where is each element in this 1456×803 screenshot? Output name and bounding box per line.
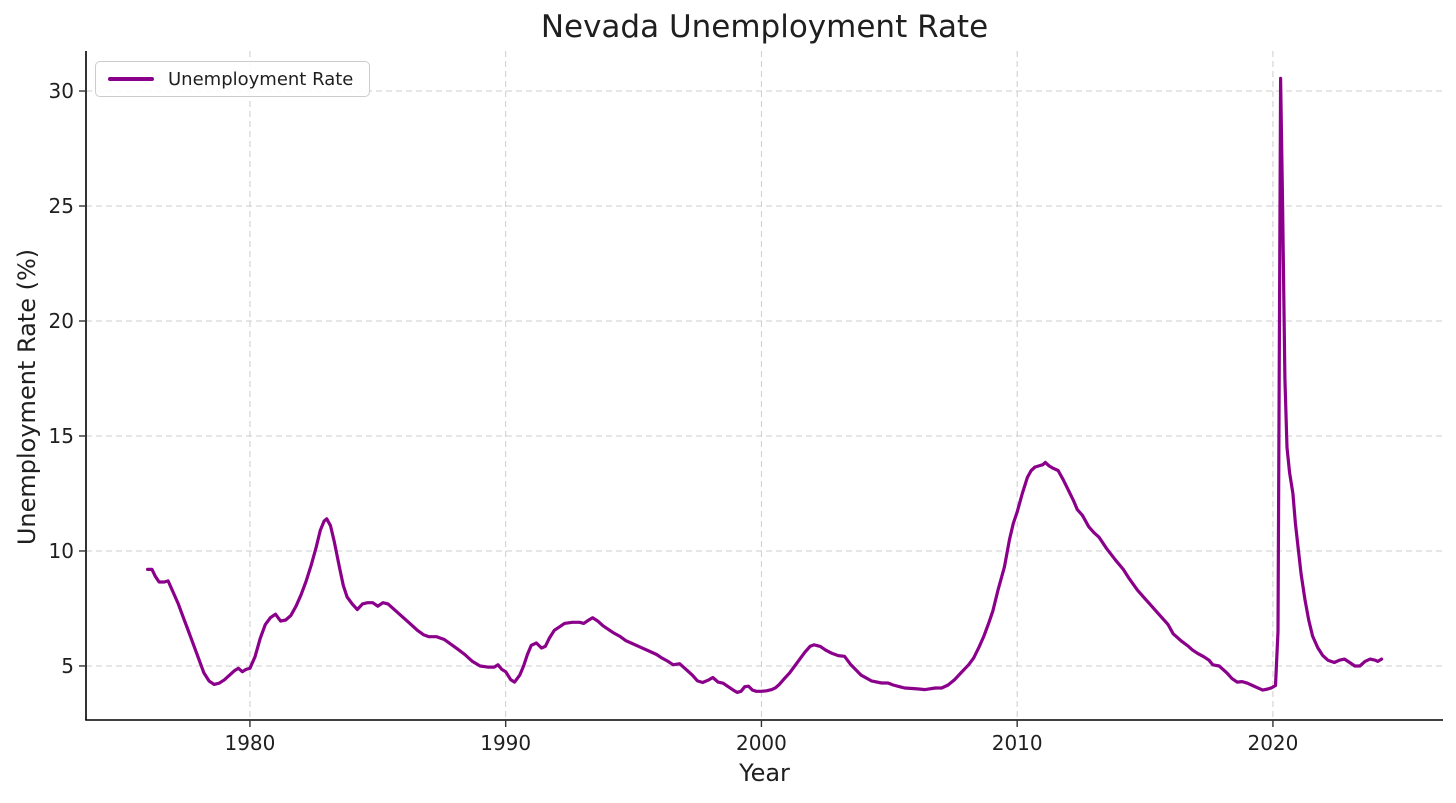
x-tick-label: 1980: [224, 731, 275, 755]
y-tick-label: 30: [49, 79, 74, 103]
x-tick-label: 2000: [736, 731, 787, 755]
y-axis-label: Unemployment Rate (%): [13, 248, 41, 546]
y-tick-label: 20: [49, 309, 74, 333]
y-tick-label: 25: [49, 194, 74, 218]
legend-line-swatch: [108, 77, 154, 81]
y-tick-label: 5: [61, 654, 74, 678]
legend-label: Unemployment Rate: [168, 68, 354, 90]
x-tick-label: 1990: [480, 731, 531, 755]
y-tick-label: 15: [49, 424, 74, 448]
series-line-unemployment-rate: [146, 76, 1384, 694]
legend: Unemployment Rate: [95, 61, 371, 97]
x-tick-label: 2010: [992, 731, 1043, 755]
chart-title: Nevada Unemployment Rate: [540, 9, 989, 45]
x-tick-label: 2020: [1247, 731, 1298, 755]
y-tick-label: 10: [49, 539, 74, 563]
x-axis-label: Year: [739, 759, 790, 787]
